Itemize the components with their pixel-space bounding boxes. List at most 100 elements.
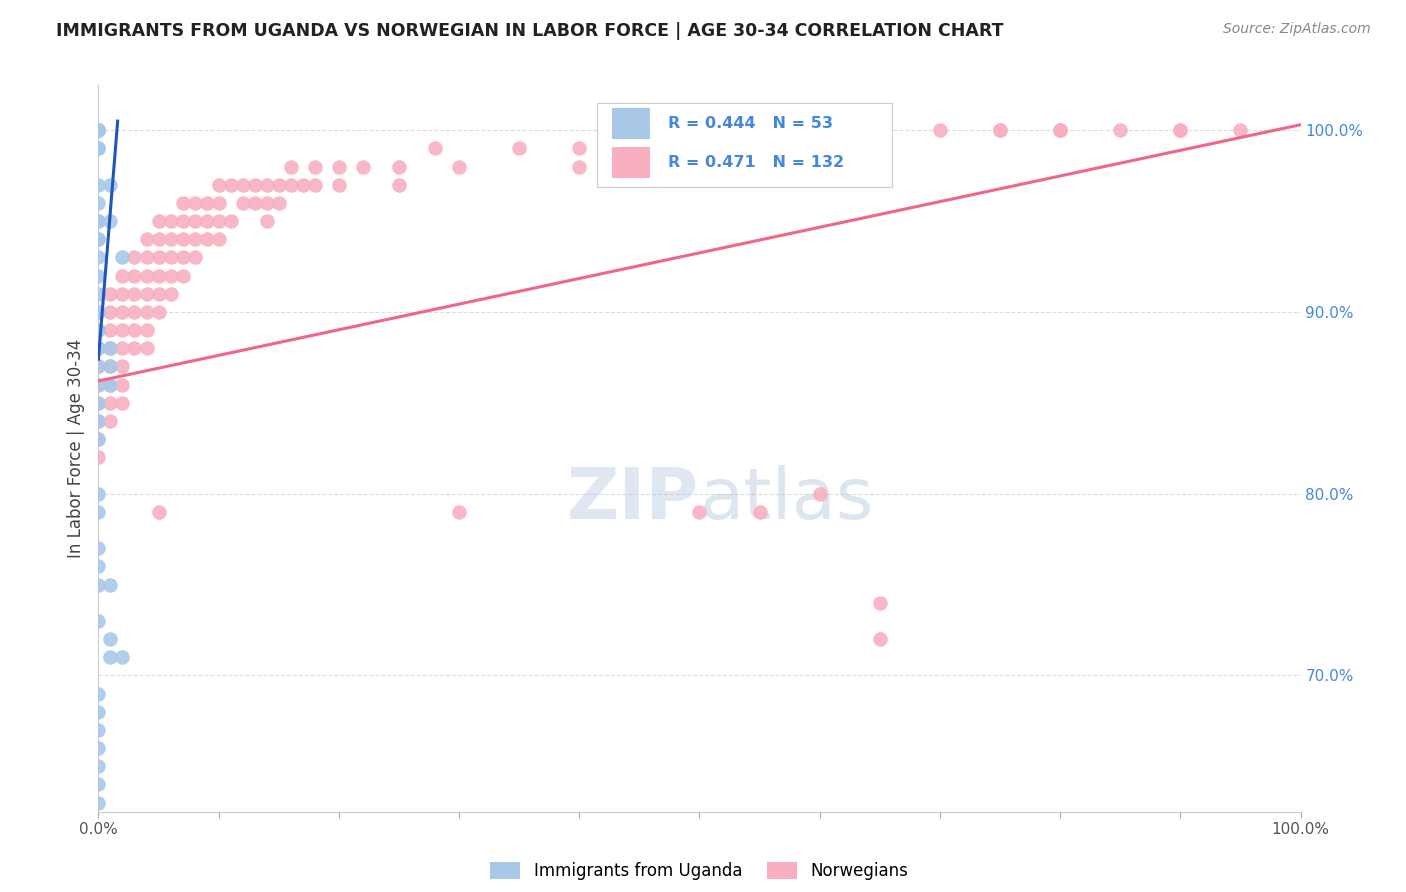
FancyBboxPatch shape <box>598 103 891 186</box>
Point <box>100 359 122 374</box>
Point <box>87 232 110 246</box>
Point <box>111 341 134 355</box>
Point <box>87 396 110 410</box>
Point <box>256 214 278 228</box>
Point <box>87 323 110 337</box>
Point <box>100 286 122 301</box>
Point <box>280 178 302 192</box>
Point <box>195 214 218 228</box>
Point <box>87 577 110 591</box>
Point <box>87 614 110 628</box>
Point <box>291 178 314 192</box>
Point <box>87 251 110 265</box>
Point <box>87 305 110 319</box>
Point <box>87 723 110 737</box>
Point <box>148 232 170 246</box>
Point <box>87 414 110 428</box>
Point <box>748 160 770 174</box>
Point <box>689 160 711 174</box>
Point <box>267 195 290 210</box>
Point <box>243 195 266 210</box>
Point <box>100 414 122 428</box>
Point <box>111 286 134 301</box>
Point <box>87 396 110 410</box>
Point <box>87 377 110 392</box>
Point <box>183 214 205 228</box>
Point <box>159 232 181 246</box>
Point <box>100 341 122 355</box>
Point <box>87 759 110 773</box>
Text: R = 0.444   N = 53: R = 0.444 N = 53 <box>668 116 834 131</box>
Point <box>135 251 157 265</box>
Point <box>267 178 290 192</box>
Point <box>111 377 134 392</box>
Point <box>87 796 110 810</box>
Point <box>135 305 157 319</box>
Point <box>1049 123 1071 137</box>
Point <box>1049 123 1071 137</box>
Point <box>869 632 891 646</box>
Point <box>1049 123 1071 137</box>
Point <box>304 160 326 174</box>
Point <box>100 377 122 392</box>
Text: atlas: atlas <box>700 465 875 533</box>
Point <box>100 214 122 228</box>
Point <box>87 214 110 228</box>
Point <box>87 214 110 228</box>
Point <box>172 195 194 210</box>
Point <box>869 123 891 137</box>
Point <box>87 359 110 374</box>
Point <box>304 178 326 192</box>
Point <box>328 178 350 192</box>
Point <box>87 141 110 155</box>
Point <box>148 251 170 265</box>
Point <box>172 268 194 283</box>
Point <box>87 377 110 392</box>
Point <box>100 396 122 410</box>
Point <box>808 123 831 137</box>
Point <box>135 268 157 283</box>
Point <box>87 195 110 210</box>
Point <box>124 286 146 301</box>
Point <box>195 195 218 210</box>
Point <box>135 286 157 301</box>
Point <box>447 160 470 174</box>
Point <box>111 268 134 283</box>
Point <box>87 505 110 519</box>
Point <box>124 341 146 355</box>
Point <box>87 687 110 701</box>
FancyBboxPatch shape <box>612 108 650 138</box>
Point <box>869 596 891 610</box>
Text: IMMIGRANTS FROM UGANDA VS NORWEGIAN IN LABOR FORCE | AGE 30-34 CORRELATION CHART: IMMIGRANTS FROM UGANDA VS NORWEGIAN IN L… <box>56 22 1004 40</box>
Point <box>183 232 205 246</box>
Point <box>100 359 122 374</box>
Point <box>447 505 470 519</box>
Point <box>111 251 134 265</box>
Point <box>328 160 350 174</box>
Point <box>87 123 110 137</box>
Point <box>172 232 194 246</box>
Point <box>87 486 110 500</box>
Point <box>1170 123 1192 137</box>
Point <box>100 178 122 192</box>
Point <box>111 323 134 337</box>
Point <box>148 214 170 228</box>
Point <box>87 305 110 319</box>
Point <box>148 268 170 283</box>
Point <box>87 432 110 446</box>
Point <box>172 251 194 265</box>
Point <box>159 251 181 265</box>
Point <box>87 123 110 137</box>
Point <box>256 195 278 210</box>
Point <box>208 214 231 228</box>
Point <box>87 541 110 556</box>
Text: R = 0.471   N = 132: R = 0.471 N = 132 <box>668 155 845 170</box>
Point <box>124 268 146 283</box>
Point <box>111 305 134 319</box>
Point <box>87 123 110 137</box>
Point <box>87 341 110 355</box>
Point <box>1109 123 1132 137</box>
Point <box>100 632 122 646</box>
Point <box>208 195 231 210</box>
Point <box>87 414 110 428</box>
